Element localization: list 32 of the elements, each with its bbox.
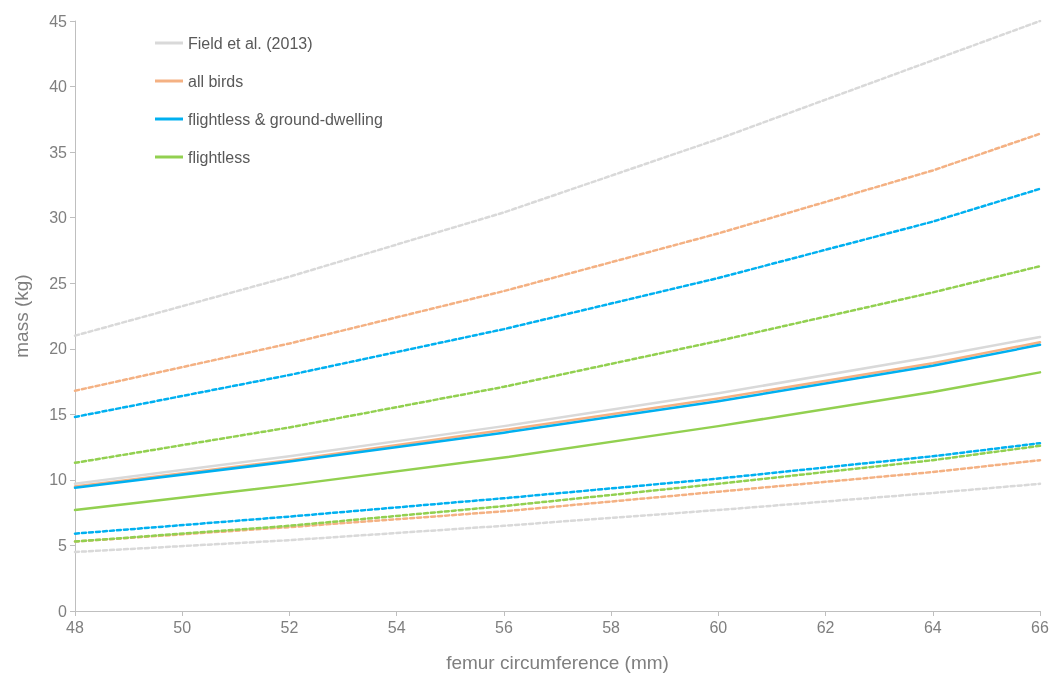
x-tick-label: 62 (816, 618, 835, 636)
x-tick-label: 48 (66, 618, 84, 636)
x-tick-label: 60 (709, 618, 728, 636)
x-tick-label: 58 (602, 618, 621, 636)
y-axis-title: mass (kg) (11, 274, 32, 358)
y-tick-label: 40 (49, 78, 68, 96)
legend-label: flightless & ground-dwelling (188, 110, 383, 128)
x-tick-label: 52 (280, 618, 299, 636)
line-series (73, 482, 1042, 554)
y-tick-label: 0 (58, 602, 68, 620)
y-tick-label: 5 (58, 536, 68, 554)
legend-label: flightless (188, 148, 251, 166)
x-tick-label: 54 (387, 618, 406, 636)
line-series (73, 132, 1042, 392)
y-tick-label: 45 (49, 12, 68, 30)
line-series (73, 371, 1042, 512)
x-tick-label: 56 (494, 618, 513, 636)
y-tick-label: 20 (49, 340, 68, 358)
x-tick-label: 64 (923, 618, 942, 636)
legend-label: Field et al. (2013) (188, 34, 313, 52)
y-tick-label: 35 (49, 143, 68, 161)
legend-label: all birds (188, 72, 244, 90)
x-axis-title: femur circumference (mm) (446, 652, 669, 673)
y-tick-label: 30 (49, 209, 68, 227)
y-tick-label: 15 (49, 405, 68, 423)
line-series (73, 19, 1042, 337)
y-tick-label: 10 (49, 471, 68, 489)
x-tick-label: 66 (1031, 618, 1049, 636)
line-series (73, 264, 1042, 465)
y-tick-label: 25 (49, 274, 68, 292)
x-tick-label: 50 (173, 618, 192, 636)
line-series (73, 187, 1042, 419)
